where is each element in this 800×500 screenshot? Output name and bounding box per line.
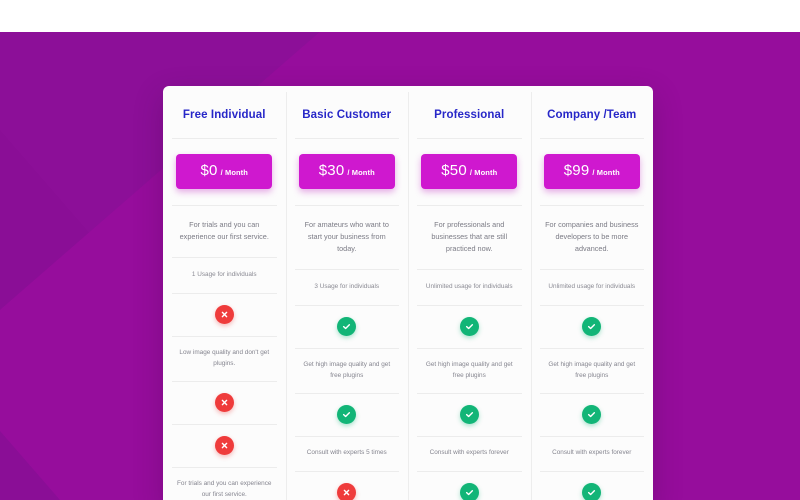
cross-icon — [337, 483, 357, 500]
feature-text-row: Consult with experts forever — [417, 437, 522, 473]
feature-text-row: Get high image quality and get free plug… — [539, 349, 644, 395]
plan-price-period: / Month — [592, 168, 620, 177]
feature-icon-row — [417, 472, 522, 500]
cross-icon — [214, 305, 234, 325]
feature-text-row: Consult with experts 5 times — [294, 437, 399, 473]
feature-text-row: Consult with experts forever — [539, 437, 644, 473]
plan-column: Company /Team $99/ Month For companies and… — [530, 86, 654, 500]
plan-price-amount: $99 — [563, 162, 590, 179]
feature-icon-row — [172, 382, 277, 426]
check-icon — [582, 405, 602, 425]
plan-title: Free Individual — [172, 86, 277, 139]
plan-price-row: $50/ Month — [417, 139, 522, 206]
plan-price-amount: $30 — [318, 162, 345, 179]
plan-price-amount: $0 — [200, 162, 218, 179]
plan-description: For amateurs who want to start your busi… — [294, 206, 399, 271]
plan-description: For professionals and businesses that ar… — [417, 206, 522, 271]
plan-price-row: $30/ Month — [294, 139, 399, 206]
feature-icon-row — [295, 472, 400, 500]
feature-icon-row — [539, 306, 644, 350]
feature-icon-row — [294, 306, 399, 350]
feature-icon-row — [540, 472, 645, 500]
plan-title: Professional — [417, 86, 522, 139]
plan-usage: Unlimited usage for individuals — [417, 270, 522, 307]
plan-title: Basic Customer — [294, 86, 399, 139]
plan-title: Company /Team — [539, 86, 644, 139]
feature-text-row: For trials and you can experience our fi… — [172, 468, 277, 500]
plan-price-row: $0/ Month — [172, 139, 277, 206]
plan-price-row: $99/ Month — [539, 139, 644, 206]
feature-icon-row — [294, 394, 399, 438]
feature-text-row: Low image quality and don't get plugins. — [172, 337, 277, 383]
plan-usage: Unlimited usage for individuals — [539, 270, 644, 307]
plan-description: For companies and business developers to… — [539, 206, 644, 271]
feature-icon-row — [417, 394, 522, 438]
plan-column: Basic Customer $30/ Month For amateurs who… — [285, 86, 409, 500]
check-icon — [582, 317, 602, 337]
cross-icon — [214, 393, 234, 413]
plan-usage: 1 Usage for individuals — [172, 258, 277, 295]
check-icon — [582, 483, 602, 500]
feature-icon-row — [539, 394, 644, 438]
feature-icon-row — [172, 425, 277, 469]
plan-column: Professional $50/ Month For professionals … — [408, 86, 531, 500]
plan-price-period: / Month — [347, 168, 375, 177]
feature-icon-row — [417, 306, 522, 350]
check-icon — [459, 483, 479, 500]
feature-icon-row — [172, 294, 277, 338]
plan-description: For trials and you can experience our fi… — [172, 206, 277, 259]
check-icon — [459, 405, 479, 425]
plan-price-button[interactable]: $30/ Month — [298, 154, 395, 189]
check-icon — [337, 317, 357, 337]
plan-price-button[interactable]: $99/ Month — [543, 154, 640, 189]
pricing-table: Free Individual $0/ Month For trials and y… — [163, 86, 653, 500]
check-icon — [459, 317, 479, 337]
plan-usage: 3 Usage for individuals — [294, 270, 399, 307]
check-icon — [337, 405, 357, 425]
plan-price-period: / Month — [220, 168, 248, 177]
plan-price-period: / Month — [469, 168, 498, 177]
feature-text-row: Get high image quality and get free plug… — [294, 349, 399, 395]
plan-column: Free Individual $0/ Month For trials and y… — [163, 86, 286, 500]
plan-price-amount: $50 — [441, 162, 467, 179]
feature-text-row: Get high image quality and get free plug… — [417, 349, 522, 395]
cross-icon — [214, 436, 234, 456]
plan-price-button[interactable]: $0/ Month — [176, 154, 273, 189]
plan-price-button[interactable]: $50/ Month — [421, 154, 518, 189]
